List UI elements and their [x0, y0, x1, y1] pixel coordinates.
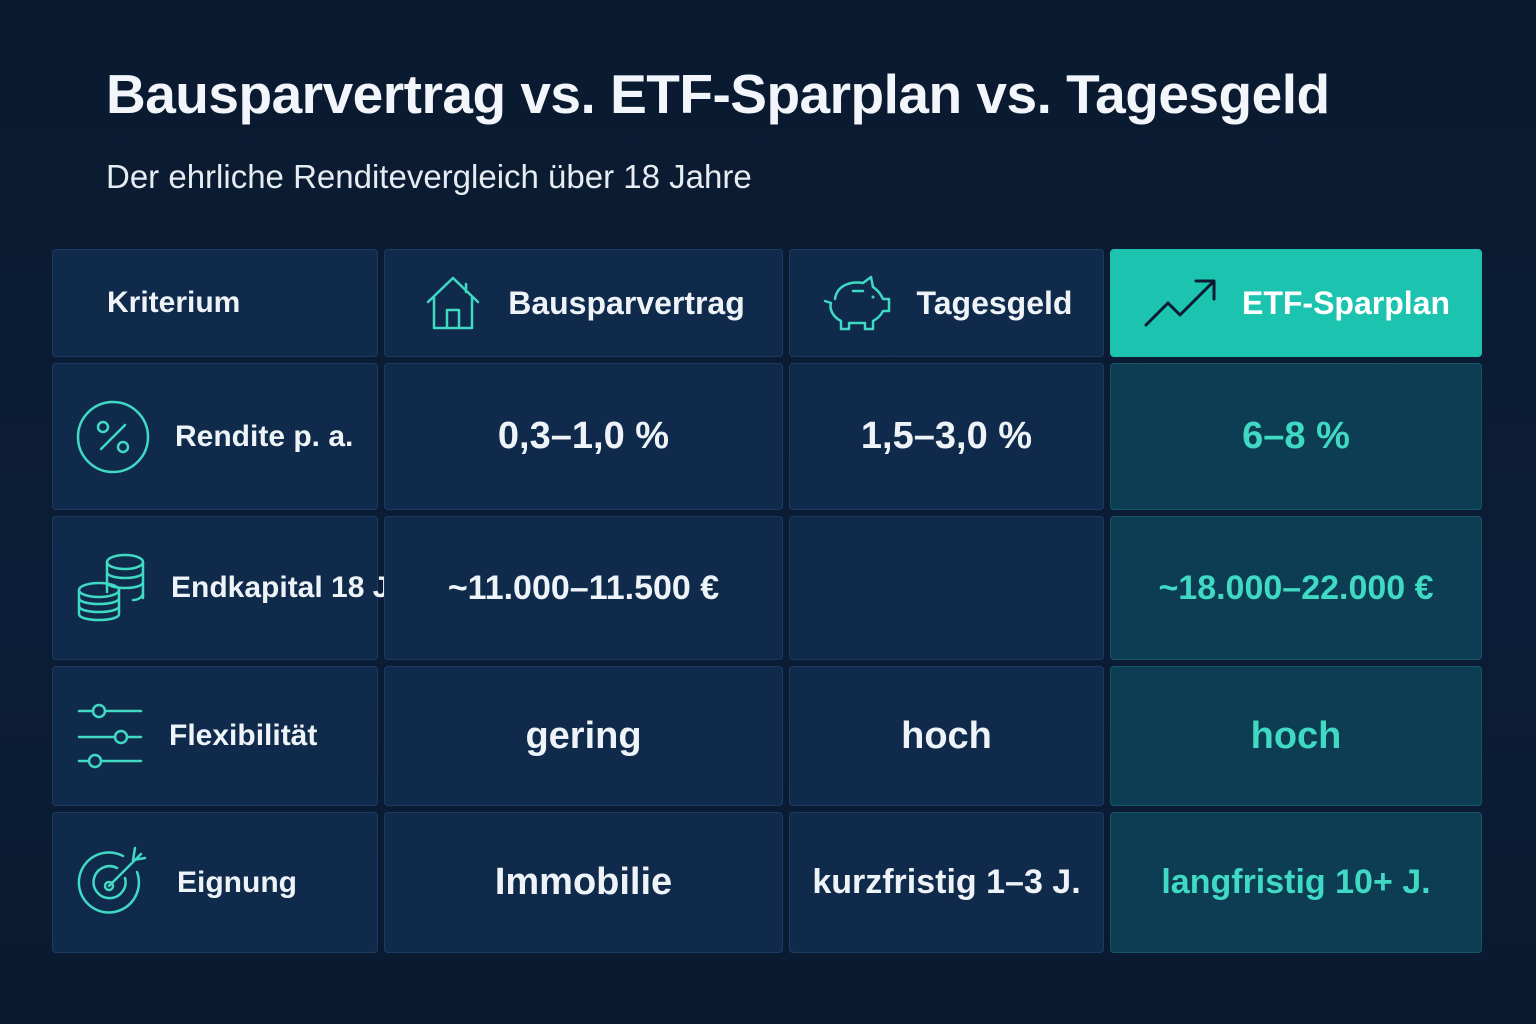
header-text: Tagesgeld: [916, 284, 1073, 321]
percent-icon: [76, 400, 150, 473]
criterion-text: Endkapital 18 J.: [171, 571, 398, 604]
value-cell: 6–8 %: [1110, 363, 1482, 510]
value-cell: 0,3–1,0 %: [384, 363, 783, 510]
header-text: Kriterium: [107, 286, 241, 319]
header-cell: Tagesgeld: [789, 249, 1104, 357]
value-cell: kurzfristig 1–3 J.: [789, 812, 1104, 953]
header-cell: ETF-Sparplan: [1110, 249, 1482, 357]
target-icon: [77, 846, 147, 914]
criterion-text: Eignung: [177, 865, 297, 899]
value-cell: hoch: [1110, 666, 1482, 806]
value-cell: ~11.000–11.500 €: [384, 516, 783, 660]
coins-icon: [77, 553, 145, 622]
value-cell: gering: [384, 666, 783, 806]
value-cell: [789, 516, 1104, 660]
criterion-cell: Eignung: [52, 812, 378, 953]
value-cell: ~18.000–22.000 €: [1110, 516, 1482, 660]
value-cell: langfristig 10+ J.: [1110, 812, 1482, 953]
criterion-cell: Endkapital 18 J.: [52, 516, 398, 660]
criterion-text: Rendite p. a.: [175, 419, 354, 453]
header-text: Bausparvertrag: [508, 284, 745, 321]
subtitle: Der ehrliche Renditevergleich über 18 Ja…: [106, 158, 752, 195]
header-cell: Bausparvertrag: [384, 249, 783, 357]
criterion-cell: Flexibilität: [52, 666, 378, 806]
value-cell: hoch: [789, 666, 1104, 806]
header-text: ETF-Sparplan: [1241, 284, 1450, 321]
house-icon: [426, 276, 480, 330]
piggy-icon: [823, 275, 890, 331]
value-cell: Immobilie: [384, 812, 783, 953]
value-cell: 1,5–3,0 %: [789, 363, 1104, 510]
title: Bausparvertrag vs. ETF-Sparplan vs. Tage…: [106, 63, 1330, 125]
criterion-text: Flexibilität: [169, 719, 318, 752]
criterion-cell: Rendite p. a.: [52, 363, 378, 510]
trend-icon: [1144, 279, 1216, 327]
sliders-icon: [77, 703, 143, 769]
comparison-table: Kriterium Bausparvertrag Tagesgeld ETF-S…: [52, 249, 1482, 953]
header-cell: Kriterium: [52, 249, 378, 357]
